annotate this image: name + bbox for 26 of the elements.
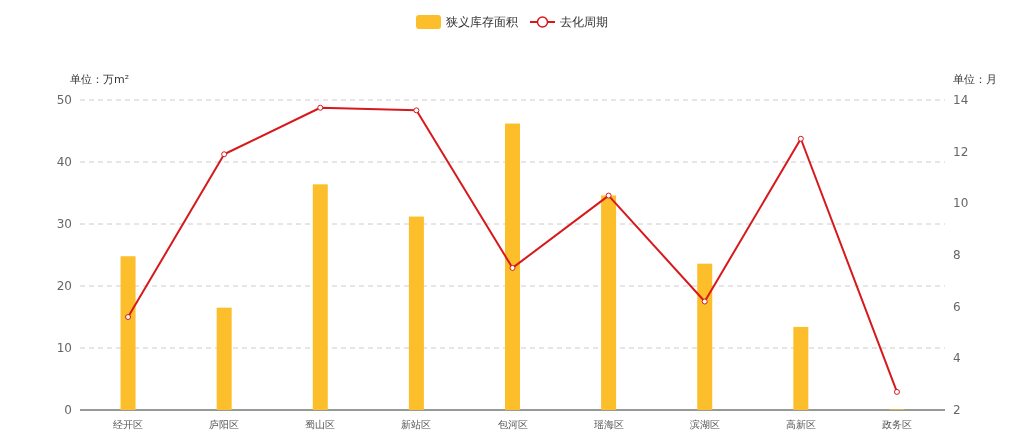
y-axis-title: 单位：万m² <box>70 73 130 86</box>
y2-tick-label: 8 <box>953 248 961 262</box>
y-tick-label: 0 <box>64 403 72 417</box>
x-tick-label: 政务区 <box>881 419 912 430</box>
x-tick-label: 经开区 <box>113 419 144 430</box>
y2-tick-label: 10 <box>953 196 969 211</box>
x-tick-label: 庐阳区 <box>209 419 240 430</box>
y-tick-label: 50 <box>56 93 72 107</box>
y2-tick-label: 6 <box>953 299 961 314</box>
x-tick-label: 滨湖区 <box>689 419 720 430</box>
y2-tick-label: 2 <box>953 403 961 417</box>
x-tick-label: 包河区 <box>497 419 528 430</box>
x-tick-label: 高新区 <box>785 419 816 430</box>
x-tick-label: 瑶海区 <box>593 419 624 430</box>
y2-tick-label: 14 <box>953 93 969 107</box>
y2-axis-title: 单位：月 <box>953 73 997 86</box>
legend-label: 去化周期 <box>560 15 608 29</box>
y2-tick-label: 4 <box>953 351 961 366</box>
x-tick-label: 蜀山区 <box>305 419 336 430</box>
legend-label: 狭义库存面积 <box>446 15 518 29</box>
y-tick-label: 40 <box>56 155 72 169</box>
y-tick-label: 30 <box>56 217 72 231</box>
y2-tick-label: 12 <box>953 144 969 159</box>
x-tick-label: 新站区 <box>401 419 432 430</box>
y-tick-label: 10 <box>56 341 72 355</box>
y-tick-label: 20 <box>56 279 72 293</box>
